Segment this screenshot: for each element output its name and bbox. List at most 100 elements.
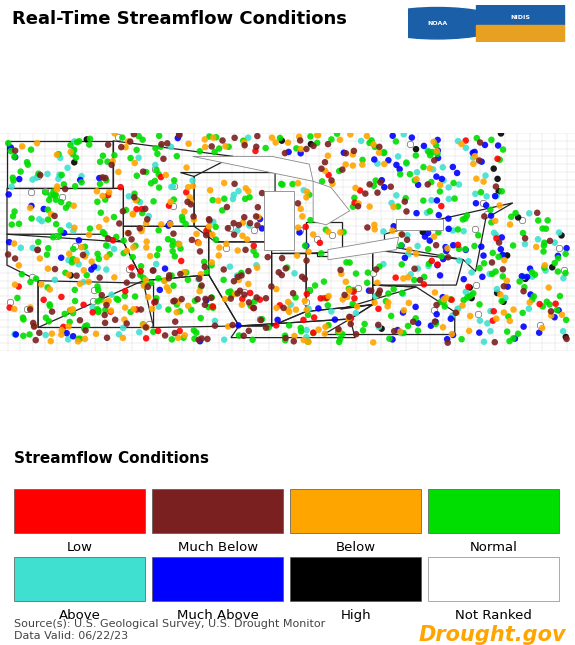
Point	[81, 333, 90, 344]
Point	[539, 246, 548, 257]
Point	[85, 230, 94, 240]
Point	[363, 223, 372, 233]
Point	[33, 245, 42, 255]
Point	[448, 225, 457, 235]
Point	[489, 228, 499, 238]
Point	[88, 307, 97, 317]
Point	[32, 273, 41, 284]
Point	[10, 206, 19, 217]
Point	[55, 170, 64, 180]
Point	[338, 294, 347, 304]
Point	[551, 299, 560, 309]
Point	[404, 249, 413, 259]
Point	[128, 209, 137, 219]
Point	[461, 143, 470, 153]
Point	[277, 135, 286, 146]
Point	[196, 282, 205, 292]
Point	[486, 326, 495, 336]
Point	[151, 160, 160, 170]
Point	[151, 297, 160, 307]
Point	[342, 257, 351, 268]
Point	[57, 330, 66, 340]
Point	[6, 146, 16, 156]
Point	[248, 335, 257, 345]
Point	[149, 196, 158, 206]
Point	[121, 142, 130, 152]
Point	[234, 220, 243, 230]
Point	[277, 179, 286, 189]
Bar	[476, 25, 565, 42]
Point	[375, 142, 384, 152]
Point	[555, 291, 565, 301]
Point	[392, 136, 401, 146]
Text: NOAA: NOAA	[427, 21, 447, 26]
Point	[43, 250, 52, 260]
Point	[94, 222, 103, 232]
Point	[486, 306, 495, 316]
Point	[478, 197, 487, 208]
Point	[300, 296, 309, 306]
Point	[492, 233, 501, 244]
Point	[476, 315, 485, 326]
Point	[492, 191, 501, 201]
Point	[34, 214, 44, 224]
Point	[203, 334, 212, 344]
Point	[432, 195, 442, 206]
Point	[328, 179, 337, 189]
Point	[235, 330, 244, 341]
Point	[415, 275, 424, 285]
Point	[426, 150, 435, 161]
Point	[101, 318, 110, 328]
Point	[143, 322, 152, 332]
Point	[488, 257, 497, 268]
Point	[313, 138, 322, 148]
Point	[194, 238, 204, 248]
Point	[562, 243, 571, 253]
Point	[125, 264, 134, 275]
Point	[234, 275, 243, 285]
Point	[164, 221, 173, 231]
Point	[163, 234, 172, 244]
Point	[336, 334, 345, 344]
Point	[150, 176, 159, 186]
Point	[189, 181, 198, 191]
Point	[3, 250, 13, 260]
Point	[526, 290, 535, 300]
Point	[229, 218, 238, 228]
Point	[427, 177, 436, 187]
Point	[411, 150, 420, 161]
Point	[97, 294, 106, 304]
Point	[278, 179, 287, 190]
Bar	[428, 557, 559, 601]
Point	[122, 277, 131, 288]
Point	[201, 294, 210, 304]
Point	[93, 249, 102, 259]
Point	[25, 203, 34, 213]
Point	[273, 315, 282, 325]
Point	[281, 263, 290, 273]
Point	[202, 295, 211, 305]
Point	[98, 191, 107, 201]
Point	[302, 325, 311, 335]
Point	[56, 171, 65, 181]
Point	[10, 304, 19, 314]
Point	[56, 225, 66, 235]
Point	[388, 226, 397, 236]
Point	[35, 253, 44, 264]
Text: High: High	[340, 609, 371, 622]
Point	[483, 209, 492, 219]
Point	[145, 251, 155, 261]
Point	[239, 217, 248, 228]
Point	[241, 244, 250, 255]
Point	[95, 173, 104, 183]
Point	[313, 130, 323, 141]
Point	[365, 138, 374, 148]
Point	[104, 296, 113, 306]
Point	[494, 186, 503, 197]
Point	[94, 307, 103, 317]
Point	[335, 326, 344, 336]
Point	[434, 227, 443, 237]
Point	[13, 293, 22, 303]
Bar	[428, 489, 559, 533]
Point	[289, 288, 298, 299]
